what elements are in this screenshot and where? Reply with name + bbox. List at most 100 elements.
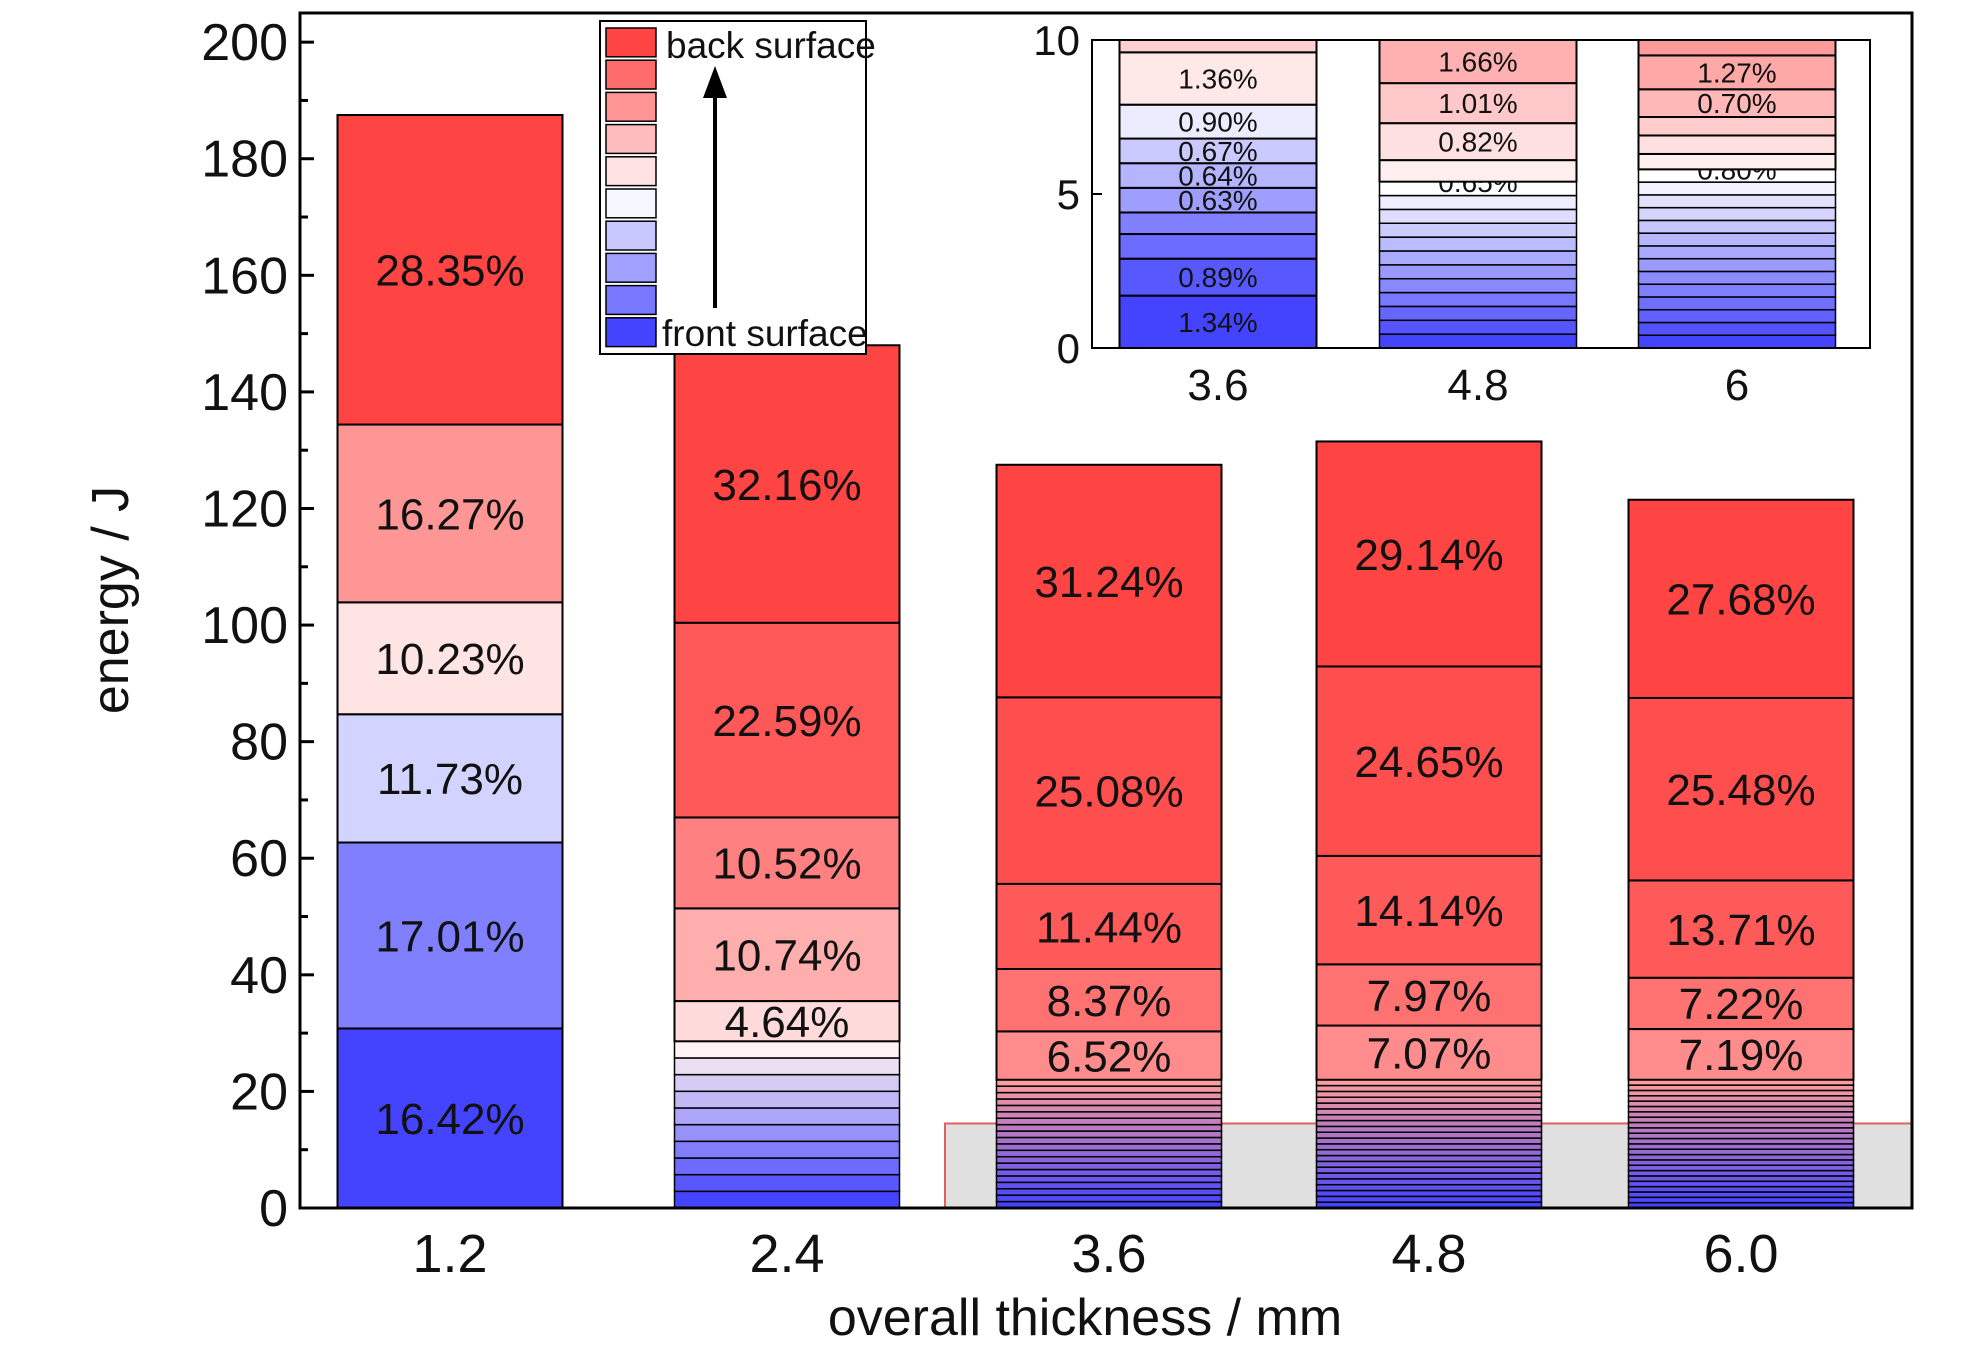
main-segment [1627,879,1855,979]
main-segment [995,463,1223,699]
inset-thin-layer [1378,236,1578,252]
main-bar-2: 6.52% 8.37% 11.44% 25.08% 31.24% [995,463,1223,1209]
x-tick-label: 2.4 [749,1224,824,1284]
main-thin-layer [1627,1089,1855,1097]
main-thin-layer [673,1140,901,1159]
x-tick-label: 6.0 [1703,1224,1778,1284]
main-segment [673,907,901,1003]
inset-thin-layer [1378,250,1578,266]
inset-segment [1378,159,1578,183]
inset-segment [1118,257,1318,297]
main-segment [673,816,901,910]
main-segment-label: 17.01% [375,912,524,961]
main-segment-label: 11.73% [377,755,523,804]
inset-segment-label: 0.89% [1178,262,1257,293]
inset-segment-label: 0.63% [1178,185,1257,216]
main-thin-layer [1627,1164,1855,1172]
main-thin-layer [1627,1132,1855,1140]
main-thin-layer [1627,1127,1855,1134]
legend-front-surface-label: front surface [662,313,868,354]
main-segment [336,1027,564,1209]
y-tick-label: 0 [259,1180,288,1238]
legend-swatch [605,317,657,348]
y-tick-label: 200 [201,14,288,72]
x-tick-label: 3.6 [1071,1224,1146,1284]
main-thin-layer [1627,1191,1855,1199]
main-thin-layer [995,1085,1223,1094]
main-thin-layer [995,1111,1223,1119]
inset-thin-layer [1378,305,1578,322]
main-thin-layer [1627,1148,1855,1156]
inset-thin-layer [1637,308,1837,324]
legend-back-surface-label: back surface [666,25,876,66]
main-thin-layer [995,1162,1223,1171]
main-segment [995,968,1223,1033]
main-thin-layer [995,1091,1223,1100]
inset-thin-layer [1378,291,1578,308]
main-segment [336,601,564,716]
inset-segment [1378,82,1578,125]
inset-segment-label: 1.27% [1697,57,1776,88]
main-thin-layer [1627,1185,1855,1193]
x-tick-label: 1.2 [412,1224,487,1284]
main-segment [673,621,901,819]
inset-segment-label: 1.66% [1438,47,1517,78]
main-thin-layer [1315,1113,1543,1122]
inset-segment [1378,39,1578,85]
inset-thin-layer [1637,270,1837,285]
inset-x-tick-label: 3.6 [1187,361,1248,410]
inset-thin-layer [1637,283,1837,298]
legend-swatch [605,156,657,187]
inset-segment-label: 1.36% [1178,64,1257,95]
inset-segment [1118,103,1318,140]
legend-swatch [605,91,657,122]
main-thin-layer [1627,1137,1855,1145]
main-thin-layer [995,1181,1223,1190]
main-thin-layer [995,1123,1223,1132]
main-thin-layer [1315,1172,1543,1180]
main-segment [995,882,1223,971]
main-segment-label: 29.14% [1354,531,1503,580]
main-thin-layer [1315,1137,1543,1145]
main-thin-layer [673,1107,901,1126]
main-thin-layer [995,1143,1223,1152]
inset-thin-layer [1378,264,1578,280]
main-thin-layer [1315,1178,1543,1186]
y-tick-label: 140 [201,364,288,422]
inset-segment [1637,134,1837,155]
main-thin-layer [1627,1180,1855,1188]
main-thin-layer [1627,1169,1855,1177]
inset-segment-label: 0.82% [1438,127,1517,158]
y-axis-label: energy / J [82,486,140,714]
main-segment [1315,963,1543,1027]
inset-segment [1637,116,1837,137]
main-segment-label: 8.37% [1047,977,1172,1026]
main-segment-label: 16.27% [375,490,524,539]
main-segment [673,344,901,624]
inset-thin-layer [1637,334,1837,349]
main-segment-label: 7.22% [1679,980,1804,1029]
inset-bar-0: 1.34% 0.89% 0.63%0.64%0.67%0.90% 1.36% [1118,39,1318,350]
y-tick-label: 100 [201,597,288,655]
main-thin-layer [1315,1096,1543,1104]
inset-thin-layer [1637,232,1837,247]
main-thin-layer [1627,1116,1855,1124]
main-bar-3: 7.07% 7.97% 14.14% 24.65% 29.14% [1315,440,1543,1209]
main-thin-layer [1315,1160,1543,1168]
inset-bar-1: 0.65%0.82%1.01%1.66% [1378,39,1578,349]
x-axis-label: overall thickness / mm [828,1289,1342,1346]
main-thin-layer [1627,1196,1855,1204]
inset-segment-label: 1.01% [1438,88,1517,119]
main-segment-label: 28.35% [375,247,524,296]
main-thin-layer [995,1104,1223,1113]
main-thin-layer [1315,1131,1543,1139]
main-thin-layer [1627,1159,1855,1167]
main-thin-layer [995,1175,1223,1184]
main-segment [336,423,564,604]
main-thin-layer [673,1057,901,1076]
main-segment [1315,665,1543,857]
main-segment-label: 10.74% [712,932,861,981]
main-segment [1627,696,1855,882]
main-segment [1627,1028,1855,1081]
